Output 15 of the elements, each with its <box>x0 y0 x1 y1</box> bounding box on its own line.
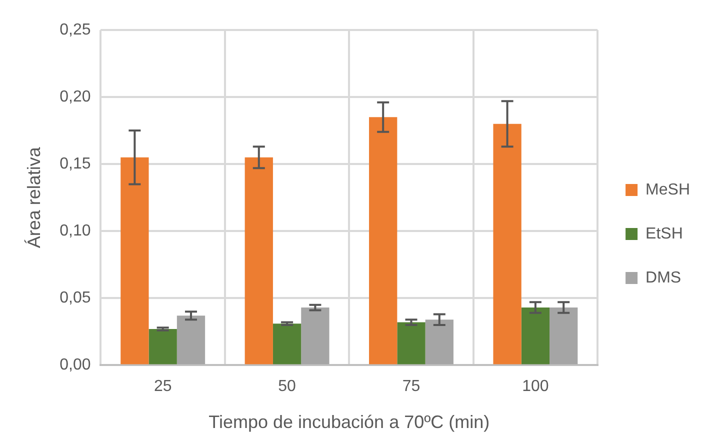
y-tick-label: 0,05 <box>60 290 91 307</box>
y-tick-label: 0,00 <box>60 356 91 374</box>
x-axis-title: Tiempo de incubación a 70ºC (min) <box>208 412 490 432</box>
x-tick-label: 75 <box>402 378 420 396</box>
legend-label: MeSH <box>646 181 690 198</box>
x-tick-label: 100 <box>522 378 549 396</box>
x-tick-label: 50 <box>278 378 296 396</box>
legend-label: DMS <box>646 269 682 286</box>
x-tick-label: 25 <box>154 378 172 396</box>
y-axis-title: Área relativa <box>24 146 44 248</box>
y-tick-label: 0,15 <box>60 155 91 172</box>
y-tick-label: 0,20 <box>60 88 91 106</box>
legend-label: EtSH <box>646 225 683 242</box>
y-tick-label: 0,10 <box>60 222 91 240</box>
y-tick-label: 0,25 <box>60 21 91 38</box>
